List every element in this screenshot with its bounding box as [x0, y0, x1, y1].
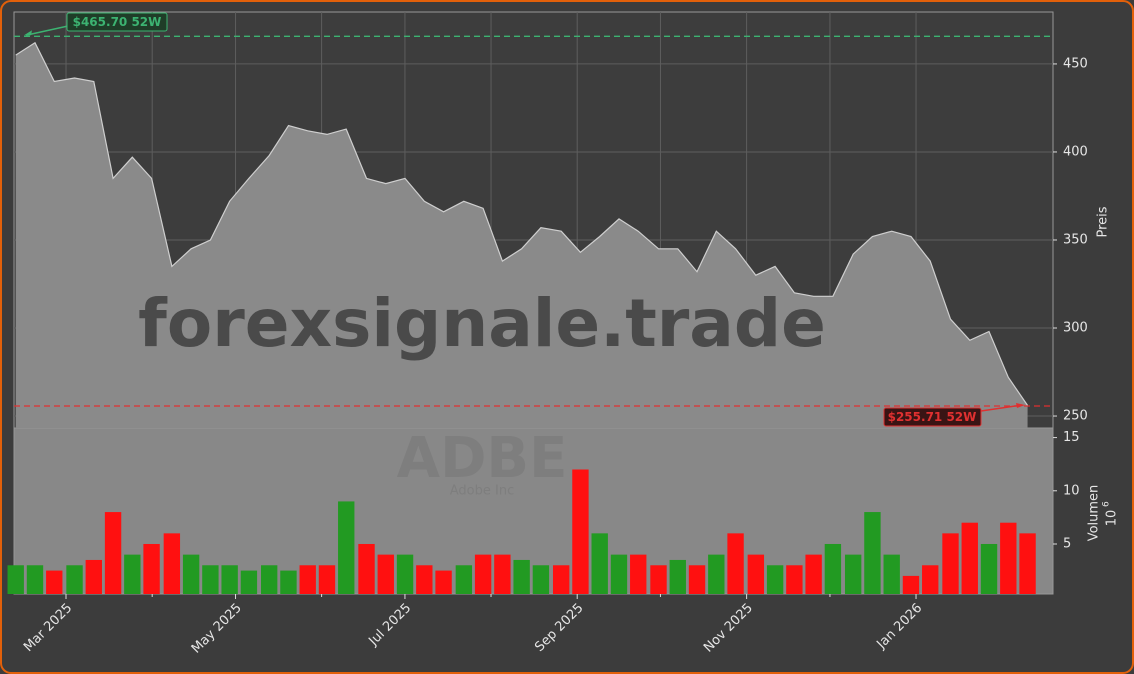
high-label-box	[66, 12, 168, 32]
volume-bar	[474, 554, 492, 594]
volume-y-tick-label: 15	[1063, 430, 1080, 445]
high-arrow	[25, 25, 69, 37]
volume-bar	[240, 570, 258, 594]
volume-bar	[532, 565, 550, 594]
volume-offset-exponent: 6	[1102, 501, 1112, 507]
volume-bar	[883, 554, 900, 594]
volume-bar	[922, 565, 939, 594]
volume-bar	[377, 554, 394, 594]
watermark: forexsignale.trade	[138, 285, 826, 362]
volume-bar	[1019, 533, 1036, 594]
volume-bar	[824, 543, 842, 594]
volume-bar	[143, 543, 160, 594]
volume-bar	[747, 554, 765, 594]
volume-bar	[358, 543, 375, 594]
volume-bar	[513, 559, 530, 594]
volume-bar	[299, 565, 316, 594]
volume-bar	[182, 554, 200, 594]
low-label: $255.71 52W	[888, 410, 977, 424]
volume-bar	[572, 469, 589, 594]
volume-bar	[688, 565, 706, 594]
volume-bar	[942, 533, 959, 594]
volume-bar	[280, 570, 297, 594]
volume-bar	[435, 570, 452, 594]
low-label-box	[883, 407, 982, 427]
volume-bar	[669, 559, 686, 594]
volume-bar	[805, 554, 822, 594]
volume-bar	[338, 501, 355, 594]
volume-bar	[980, 543, 998, 594]
price-area	[15, 42, 1028, 429]
volume-bar	[26, 565, 44, 594]
price-line	[15, 41, 1029, 406]
y-tick-label: 450	[1063, 56, 1088, 71]
volume-bar	[85, 559, 102, 594]
volume-bar	[163, 533, 181, 594]
volume-bar	[221, 565, 238, 594]
volume-bar	[727, 533, 744, 594]
high-label: $465.70 52W	[73, 15, 162, 29]
volume-bar	[202, 565, 219, 594]
y-axis-label: Preis	[1096, 206, 1111, 237]
volume-bar	[455, 565, 473, 594]
volume-bar	[552, 565, 570, 594]
volume-bar	[1000, 522, 1017, 594]
volume-bar	[66, 565, 83, 594]
ticker-watermark: ADBE	[397, 426, 568, 491]
high-arrowhead	[24, 30, 32, 36]
low-arrow	[980, 404, 1023, 412]
volume-axis-label: Volumen	[1087, 485, 1102, 542]
volume-bar	[844, 554, 862, 594]
volume-bar	[961, 522, 978, 594]
company-watermark: Adobe Inc	[450, 484, 514, 499]
volume-bar	[610, 554, 628, 594]
volume-bar	[7, 565, 24, 594]
y-tick-label: 400	[1063, 144, 1088, 159]
volume-bar	[416, 565, 433, 594]
volume-bar	[902, 575, 920, 594]
volume-bar	[104, 512, 122, 594]
volume-bar	[124, 554, 141, 594]
volume-bar	[708, 554, 725, 594]
volume-y-tick-label: 10	[1063, 483, 1080, 498]
y-tick-label: 350	[1063, 232, 1088, 247]
low-arrowhead	[1016, 402, 1025, 408]
volume-bar	[261, 565, 278, 594]
volume-bar	[864, 512, 881, 594]
volume-bar	[591, 533, 608, 594]
volume-bar	[650, 565, 667, 594]
y-tick-label: 300	[1063, 321, 1088, 336]
volume-y-tick-label: 5	[1063, 536, 1071, 551]
volume-bar	[630, 554, 647, 594]
volume-offset-base: 10	[1105, 510, 1120, 527]
volume-bar	[786, 565, 803, 594]
volume-bar	[494, 554, 511, 594]
volume-bar	[46, 570, 63, 594]
volume-bar	[766, 565, 784, 594]
volume-bar	[318, 565, 336, 594]
y-tick-label: 250	[1063, 409, 1088, 424]
volume-bar	[396, 554, 414, 594]
